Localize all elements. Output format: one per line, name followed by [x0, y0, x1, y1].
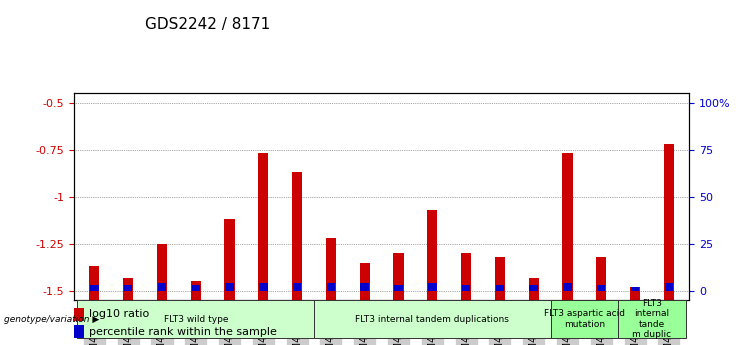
- Bar: [327, 283, 335, 291]
- Text: percentile rank within the sample: percentile rank within the sample: [89, 327, 277, 336]
- Bar: [551, 300, 618, 338]
- Bar: [528, 278, 539, 300]
- Bar: [597, 257, 606, 300]
- Bar: [630, 287, 640, 300]
- Bar: [74, 325, 84, 338]
- Bar: [495, 257, 505, 300]
- Bar: [360, 283, 369, 291]
- Bar: [157, 244, 167, 300]
- Bar: [618, 300, 685, 338]
- Bar: [462, 285, 471, 291]
- Bar: [191, 285, 200, 291]
- Bar: [123, 278, 133, 300]
- Text: FLT3 wild type: FLT3 wild type: [164, 315, 228, 324]
- Bar: [90, 266, 99, 300]
- Bar: [78, 300, 314, 338]
- Text: FLT3 aspartic acid
mutation: FLT3 aspartic acid mutation: [544, 309, 625, 329]
- Bar: [124, 285, 133, 291]
- Bar: [563, 283, 572, 291]
- Bar: [428, 283, 436, 291]
- Text: FLT3
internal
tande
m duplic: FLT3 internal tande m duplic: [632, 299, 671, 339]
- Bar: [225, 219, 235, 300]
- Bar: [326, 238, 336, 300]
- Text: FLT3 internal tandem duplications: FLT3 internal tandem duplications: [356, 315, 509, 324]
- Bar: [562, 154, 573, 300]
- Bar: [664, 144, 674, 300]
- Bar: [74, 308, 84, 321]
- Text: GDS2242 / 8171: GDS2242 / 8171: [144, 17, 270, 32]
- Bar: [394, 285, 403, 291]
- Bar: [631, 287, 639, 291]
- Bar: [292, 172, 302, 300]
- Bar: [496, 285, 504, 291]
- Text: genotype/variation ▶: genotype/variation ▶: [4, 315, 99, 324]
- Bar: [225, 283, 233, 291]
- Bar: [665, 283, 673, 291]
- Bar: [393, 253, 404, 300]
- Bar: [158, 283, 166, 291]
- Bar: [461, 253, 471, 300]
- Bar: [293, 283, 302, 291]
- Bar: [597, 285, 605, 291]
- Bar: [428, 210, 437, 300]
- Text: log10 ratio: log10 ratio: [89, 309, 150, 319]
- Bar: [314, 300, 551, 338]
- Bar: [530, 285, 538, 291]
- Bar: [359, 263, 370, 300]
- Bar: [259, 154, 268, 300]
- Bar: [190, 281, 201, 300]
- Bar: [259, 283, 268, 291]
- Bar: [90, 285, 99, 291]
